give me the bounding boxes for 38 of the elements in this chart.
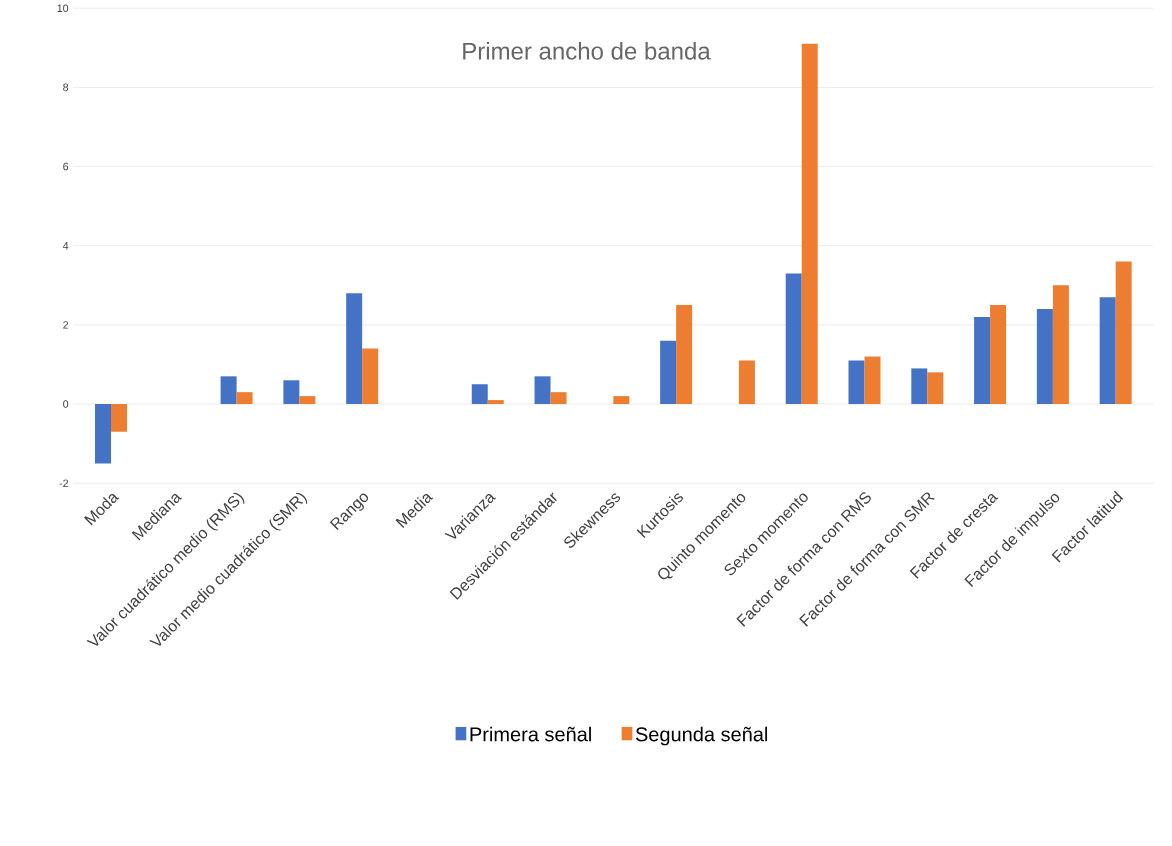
bar: [974, 317, 991, 405]
y-tick-label: 10: [57, 4, 69, 13]
legend-label: Segunda señal: [635, 726, 768, 746]
bar: [95, 404, 112, 464]
bar: [220, 376, 237, 405]
y-tick-label: 4: [62, 242, 69, 250]
bar: [111, 404, 128, 432]
bar: [613, 396, 630, 405]
y-tick-label: -2: [59, 479, 69, 487]
bar: [1099, 297, 1116, 405]
bar: [1036, 309, 1053, 405]
y-tick-label: 8: [63, 83, 69, 92]
text: Primer ancho de banda: [463, 42, 711, 60]
bar: [990, 305, 1007, 405]
bar: [283, 380, 300, 405]
bar: [534, 376, 551, 405]
bar: [785, 273, 802, 405]
bar: [660, 340, 677, 405]
bar: [487, 400, 504, 405]
legend-label: Primera señal: [470, 726, 591, 742]
bar: [738, 360, 755, 405]
bar: [346, 293, 363, 405]
bar: [471, 384, 488, 405]
bar: [299, 396, 316, 405]
bar: [550, 392, 567, 405]
bar: [801, 43, 818, 405]
bar: [1052, 285, 1069, 405]
bar: [676, 305, 693, 405]
bar: [236, 392, 253, 405]
bar: [927, 372, 944, 405]
bar: [911, 368, 928, 405]
bar: [848, 360, 865, 405]
bar: [864, 356, 881, 405]
y-tick-label: 2: [63, 321, 69, 329]
y-tick-label: 0: [63, 400, 69, 408]
bar: [362, 348, 379, 405]
y-tick-label: 6: [63, 162, 69, 171]
bar: [1115, 261, 1132, 405]
